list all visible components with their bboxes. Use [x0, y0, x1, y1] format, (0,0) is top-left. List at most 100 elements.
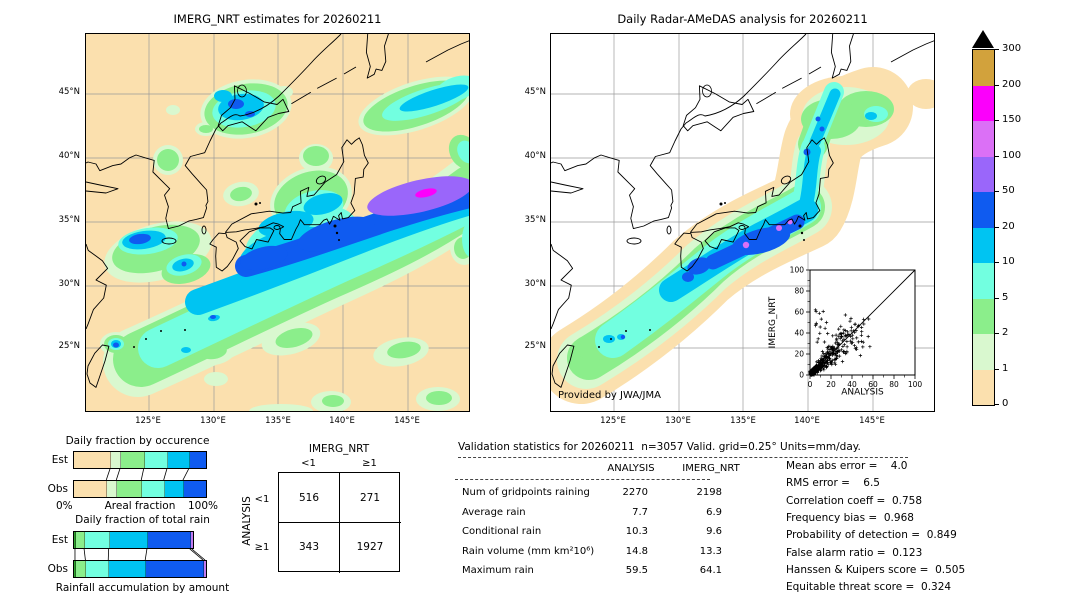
svg-text:100: 100 [908, 380, 923, 389]
stat-row-label: Conditional rain [462, 526, 542, 537]
score-hanssen-kuipers-score: Hanssen & Kuipers score = 0.505 [786, 563, 966, 576]
contingency-cell-01: 271 [359, 492, 381, 504]
occurrence-obs-bar [73, 480, 207, 498]
stat-analysis-value: 10.3 [625, 526, 648, 537]
bar-segment [109, 532, 148, 548]
contingency-cell-10: 343 [298, 541, 320, 553]
colorbar-band [973, 263, 994, 299]
totalrain-obs-bar [73, 560, 207, 578]
right-map-lat-tick: 40°N [524, 151, 546, 161]
score-rms-error: RMS error = 6.5 [786, 477, 880, 490]
left-map-title: IMERG_NRT estimates for 20260211 [173, 12, 382, 26]
bar-segment [109, 561, 147, 577]
stat-imerg-value: 6.9 [706, 506, 722, 518]
contingency-row-title: ANALYSIS [241, 496, 253, 546]
totalrain-est-label: Est [51, 534, 68, 546]
left-map-lat-tick: 35°N [58, 215, 80, 225]
bar-segment [164, 481, 184, 497]
right-map-title: Daily Radar-AMeDAS analysis for 20260211 [617, 12, 868, 26]
stat-analysis-value: 7.7 [632, 506, 648, 518]
colorbar-band [973, 121, 994, 157]
svg-text:0: 0 [808, 380, 813, 389]
stat-analysis-value: 14.8 [625, 545, 648, 557]
contingency-col-label-lt1: <1 [301, 458, 316, 469]
right-map-lat-tick: 25°N [524, 341, 546, 351]
contingency-row-label-lt1: <1 [254, 494, 270, 505]
inset-xlabel: ANALYSIS [841, 388, 884, 396]
contingency-hit-miss-00: 516 [298, 492, 320, 504]
occurrence-obs-label: Obs [47, 483, 68, 495]
colorbar-band [973, 298, 994, 334]
svg-text:40: 40 [847, 380, 857, 389]
score-mean-abs-error: Mean abs error = 4.0 [786, 460, 908, 472]
stat-row-label: Rain volume (mm km²10⁶) [462, 545, 595, 557]
colorbar-bands [972, 49, 995, 406]
svg-text:20: 20 [794, 350, 804, 359]
occurrence-est-bar [73, 451, 207, 469]
svg-text:0: 0 [799, 371, 804, 380]
svg-text:60: 60 [794, 308, 804, 317]
contingency-row-label-ge1: ≥1 [254, 542, 270, 553]
occurrence-axis-label: Areal fraction [104, 500, 176, 512]
bar-segment [190, 532, 193, 548]
left-map-lon-tick: 130°E [200, 416, 226, 426]
divider-header [455, 479, 710, 480]
totalrain-obs-label: Obs [47, 563, 68, 575]
contingency-grid: 516 271 343 1927 [278, 472, 401, 573]
bar-segment [147, 532, 191, 548]
contingency-col-title: IMERG_NRT [308, 443, 370, 455]
colorbar-band [973, 334, 994, 370]
contingency-col-label-ge1: ≥1 [362, 458, 377, 469]
left-map [85, 33, 470, 412]
bar-segment [146, 561, 204, 577]
svg-text:80: 80 [889, 380, 899, 389]
bar-segment [107, 481, 118, 497]
totalrain-axis-label: Rainfall accumulation by amount [55, 582, 230, 594]
divider-top [458, 457, 908, 458]
score-frequency-bias: Frequency bias = 0.968 [786, 511, 914, 524]
validation-col-imerg: IMERG_NRT [682, 463, 740, 474]
stat-analysis-value: 59.5 [625, 565, 648, 576]
stat-analysis-value: 2270 [622, 487, 648, 498]
scatter-inset: 00 20 20 40 40 60 60 80 80 100 100 ANALYSIS IMERG_NR… [768, 266, 923, 396]
bar-segment [74, 532, 76, 548]
colorbar-tick-label: 50 [1002, 185, 1015, 196]
colorbar-tick-label: 200 [1002, 78, 1022, 90]
svg-text:80: 80 [794, 287, 804, 296]
score-correlation-coeff: Correlation coeff = 0.758 [786, 494, 922, 507]
colorbar-tick-label: 5 [1002, 291, 1009, 303]
bar-segment [74, 561, 76, 577]
colorbar-tick-label: 150 [1002, 114, 1022, 125]
colorbar-band [973, 156, 994, 192]
score-probability-of-detection: Probability of detection = 0.849 [786, 529, 957, 542]
left-map-lat-tick: 40°N [58, 151, 80, 161]
bar-segment [110, 452, 121, 468]
stat-imerg-value: 64.1 [699, 565, 722, 576]
left-map-lon-tick: 125°E [135, 416, 161, 426]
colorbar-tick-label: 0 [1002, 398, 1009, 409]
bar-segment [74, 481, 108, 497]
colorbar-tick-label: 100 [1002, 149, 1022, 161]
bar-segment [86, 561, 110, 577]
colorbar-band [973, 369, 994, 405]
colorbar-tick-label: 2 [1002, 327, 1009, 338]
colorbar-tick-label: 300 [1002, 43, 1022, 54]
colorbar-tick-label: 1 [1002, 362, 1009, 374]
svg-text:20: 20 [826, 380, 836, 389]
right-map-lon-tick: 145°E [859, 416, 885, 426]
colorbar-band [973, 227, 994, 263]
colorbar-band [973, 85, 994, 121]
occurrence-est-label: Est [51, 454, 68, 466]
stat-row-label: Num of gridpoints raining [462, 487, 590, 498]
left-map-lon-tick: 135°E [265, 416, 291, 426]
colorbar-band [973, 192, 994, 228]
left-map-lat-tick: 25°N [58, 341, 80, 351]
bar-segment [117, 481, 143, 497]
colorbar-overflow-triangle [972, 30, 994, 48]
occurrence-axis-0: 0% [56, 500, 73, 512]
occurrence-axis-100: 100% [188, 500, 219, 512]
validation-title: Validation statistics for 20260211 n=305… [458, 441, 861, 453]
svg-text:40: 40 [794, 329, 804, 338]
left-map-lon-tick: 145°E [394, 416, 420, 426]
bar-segment [75, 561, 87, 577]
